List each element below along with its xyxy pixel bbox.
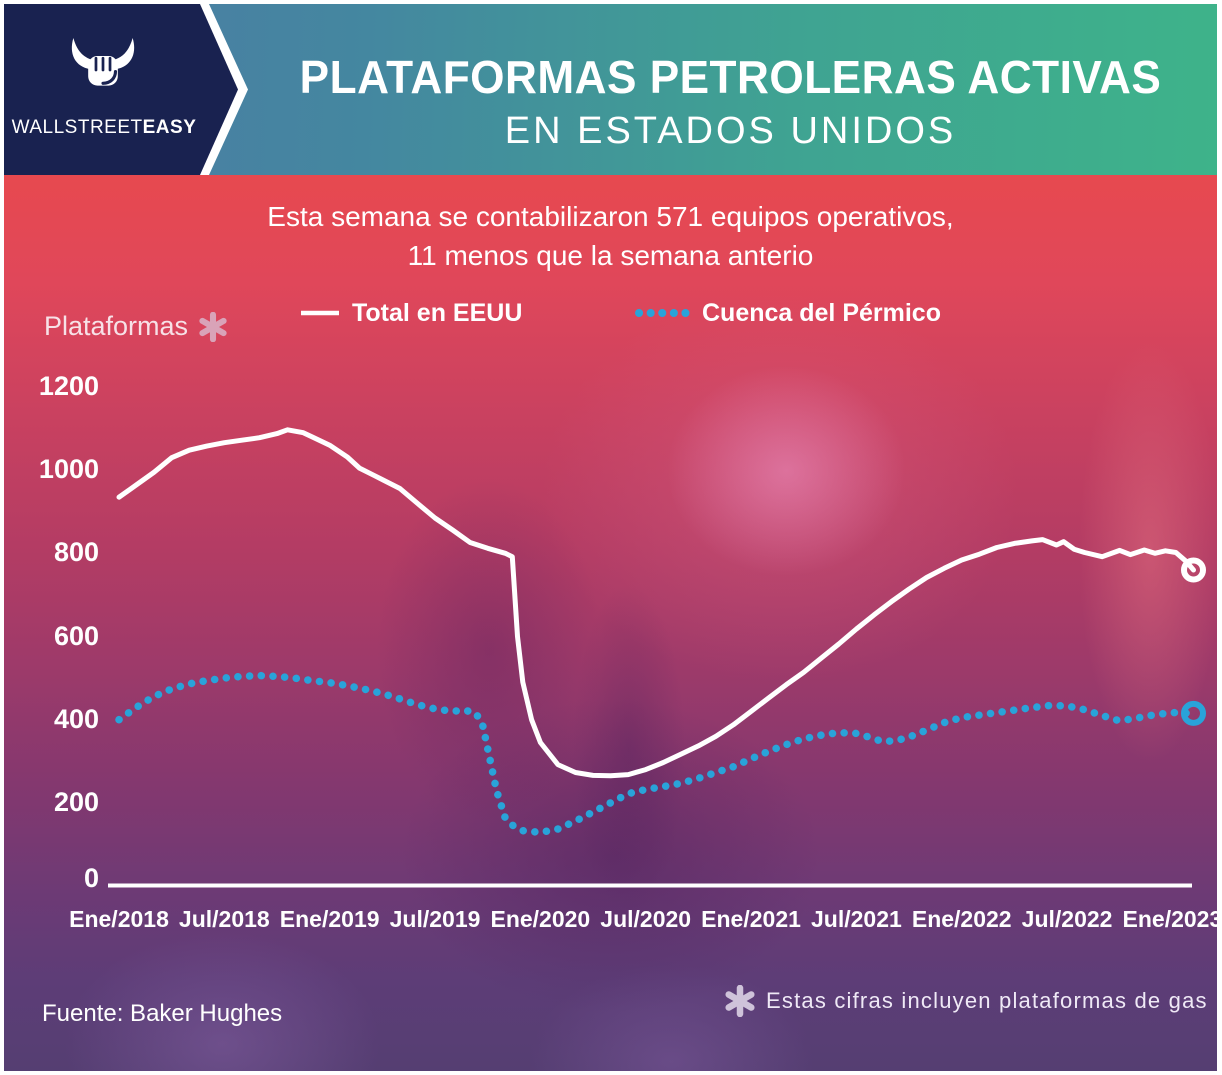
footnote-text: Estas cifras incluyen plataformas de gas	[766, 988, 1208, 1013]
y-tick-label: 600	[53, 620, 99, 651]
dotted-line-swatch-icon	[635, 309, 690, 317]
y-tick-label: 1000	[38, 454, 99, 485]
y-tick-label: 0	[83, 863, 99, 893]
x-tick-label: Jul/2022	[1021, 906, 1113, 932]
x-tick-label: Ene/2018	[69, 906, 169, 932]
brand-wordmark-bold: EASY	[142, 117, 197, 138]
headline-stat: Esta semana se contabilizaron 571 equipo…	[4, 197, 1217, 275]
y-tick-label: 400	[53, 703, 99, 734]
bull-logo-icon	[71, 38, 135, 86]
asterisk-icon	[199, 311, 227, 342]
title-block: PLATAFORMAS PETROLERAS ACTIVAS EN ESTADO…	[244, 4, 1217, 175]
series-line-total	[116, 427, 1196, 779]
legend-item-permian: Cuenca del Pérmico	[634, 295, 941, 331]
y-tick-label: 200	[53, 786, 99, 817]
x-tick-label: Ene/2023	[1122, 906, 1222, 932]
end-marker-permian	[1181, 700, 1206, 726]
source-credit: Fuente: Baker Hughes	[42, 1000, 283, 1027]
headline-stat-line1: Esta semana se contabilizaron 571 equipo…	[267, 201, 954, 232]
x-tick-label: Jul/2018	[178, 906, 270, 932]
end-marker-total	[1181, 557, 1206, 583]
y-axis-title: Plataformas	[44, 311, 228, 342]
brand-wordmark: WALLSTREETEASY	[4, 117, 204, 139]
legend-label-permian: Cuenca del Pérmico	[702, 298, 941, 327]
brand-panel: WALLSTREETEASY	[4, 4, 238, 175]
x-tick-label: Ene/2020	[490, 906, 591, 932]
page-title: PLATAFORMAS PETROLERAS ACTIVAS	[299, 51, 1162, 103]
chart-canvas	[108, 427, 1206, 888]
headline-stat-line2: 11 menos que la semana anterio	[407, 240, 814, 271]
footnote: Estas cifras incluyen plataformas de gas	[724, 985, 1208, 1017]
x-tick-label: Jul/2020	[600, 906, 692, 932]
asterisk-icon	[725, 985, 755, 1017]
y-axis-title-text: Plataformas	[44, 311, 189, 341]
y-tick-label: 800	[53, 537, 99, 568]
brand-wordmark-light: WALLSTREET	[11, 117, 143, 138]
x-tick-label: Ene/2022	[911, 906, 1012, 932]
page-subtitle-line: EN ESTADOS UNIDOS	[504, 110, 957, 152]
x-tick-label: Ene/2021	[701, 906, 801, 932]
legend: Total en EEUU Cuenca del Pérmico	[4, 295, 1217, 331]
chart-area: Esta semana se contabilizaron 571 equipo…	[4, 175, 1222, 1071]
series-line-permian	[115, 671, 1198, 837]
legend-label-total: Total en EEUU	[352, 298, 523, 327]
x-tick-label: Ene/2019	[279, 906, 380, 932]
header-banner: PLATAFORMAS PETROLERAS ACTIVAS EN ESTADO…	[4, 4, 1217, 175]
x-tick-label: Jul/2021	[810, 906, 902, 932]
legend-item-total: Total en EEUU	[300, 295, 522, 331]
solid-line-swatch-icon	[301, 310, 339, 316]
x-tick-label: Jul/2019	[389, 906, 481, 932]
y-tick-label: 1200	[38, 371, 99, 401]
